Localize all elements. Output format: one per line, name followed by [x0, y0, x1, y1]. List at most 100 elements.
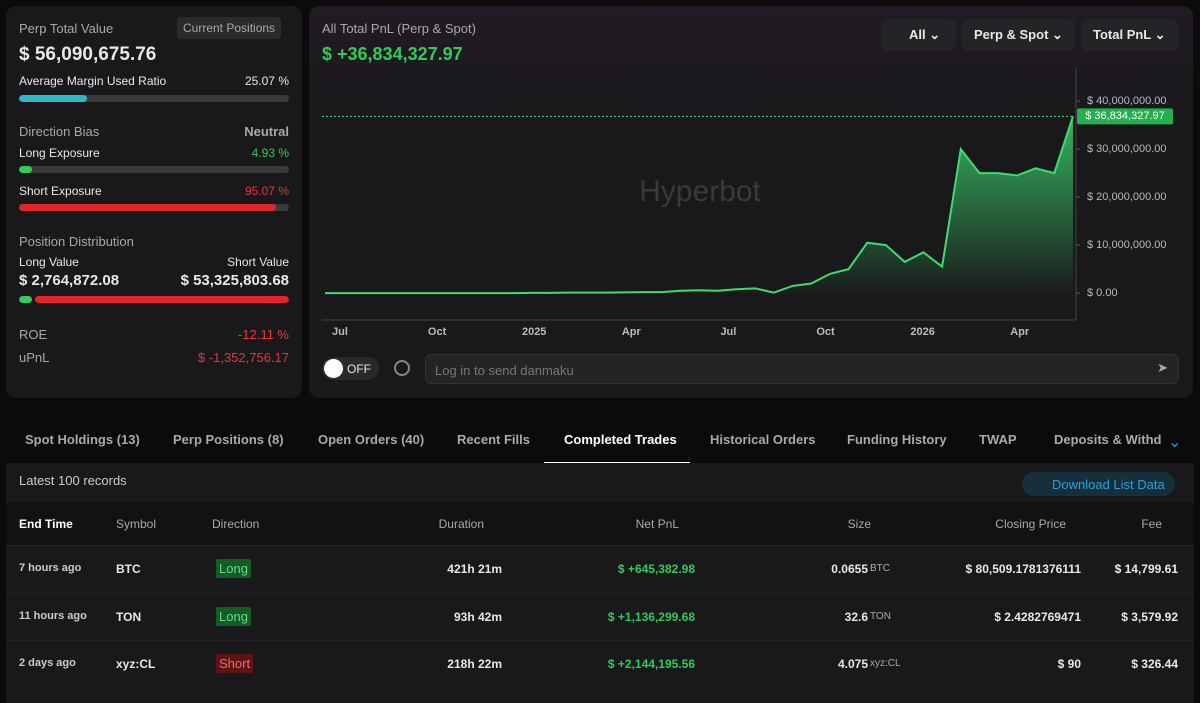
bar-track [19, 166, 289, 173]
row-divider [6, 640, 1194, 641]
closing-price: $ 90 [1057, 657, 1081, 671]
label: Short Exposure [19, 184, 102, 198]
tab[interactable]: Historical Orders [710, 432, 816, 447]
y-tick-label: $ 40,000,000.00 [1087, 95, 1167, 107]
closing-price: $ 80,509.1781376111 [965, 562, 1081, 576]
direction: Long [216, 606, 251, 626]
bar [35, 296, 289, 303]
tab[interactable]: Deposits & Withd [1054, 432, 1162, 447]
direction: Long [216, 559, 251, 578]
end-time: 11 hours ago [19, 609, 87, 622]
dropdown-label: Perp & Spot [974, 27, 1049, 42]
bar [19, 166, 33, 173]
tab[interactable]: Spot Holdings (13) [25, 432, 140, 447]
net-pnl: $ +645,382.98 [617, 562, 695, 576]
column-header[interactable]: Size [847, 517, 871, 531]
range-dropdown[interactable]: All ⌄ [881, 19, 956, 51]
total-value: $ 56,090,675.76 [19, 44, 157, 65]
label: ROE [19, 327, 48, 342]
toggle-knob [324, 359, 343, 378]
metric-dropdown[interactable]: Total PnL ⌄ [1081, 19, 1178, 51]
total-pnl: $ +36,834,327.97 [322, 44, 463, 64]
end-time: 2 days ago [19, 657, 76, 669]
x-tick-label: 2025 [522, 326, 546, 338]
label: uPnL [19, 350, 50, 365]
column-header[interactable]: Fee [1141, 517, 1162, 531]
current-positions-button[interactable]: Current Positions [177, 17, 282, 39]
closing-price: $ 2.4282769471 [994, 609, 1081, 624]
label: Perp Total Value [19, 21, 114, 36]
size: 4.075 [837, 657, 868, 671]
size-unit: xyz:CL [870, 658, 901, 669]
scope-dropdown[interactable]: Perp & Spot ⌄ [962, 19, 1075, 51]
x-tick-label: Oct [816, 326, 835, 338]
x-tick-label: Apr [1010, 326, 1030, 338]
label: Average Margin Used Ratio [19, 74, 167, 88]
direction: Short [216, 654, 254, 673]
more-tabs[interactable]: ⌄ [1168, 434, 1182, 451]
size: 0.0655 [831, 562, 868, 576]
area [325, 116, 1073, 294]
column-header[interactable]: Closing Price [995, 517, 1066, 531]
label: Direction Bias [19, 124, 100, 139]
table-header [6, 503, 1194, 545]
value: $ -1,352,756.17 [197, 350, 289, 365]
size-unit: BTC [870, 563, 890, 574]
bar [19, 296, 33, 303]
table-panel [6, 463, 1194, 703]
danmaku-input[interactable]: Log in to send danmaku ➤ [425, 354, 1179, 384]
net-pnl: $ +1,136,299.68 [607, 609, 695, 624]
column-header[interactable]: Net PnL [635, 517, 679, 531]
fee: $ 14,799.61 [1114, 562, 1178, 576]
net-pnl: $ +2,144,195.56 [607, 657, 695, 671]
tab[interactable]: Open Orders (40) [318, 432, 425, 447]
dropdown-label: All [909, 27, 926, 42]
x-tick-label: Oct [428, 326, 447, 338]
tab[interactable]: Recent Fills [457, 432, 530, 447]
end-time: 7 hours ago [19, 562, 82, 574]
placeholder: Log in to send danmaku [435, 363, 574, 378]
tab[interactable]: TWAP [979, 432, 1017, 447]
page: {"left_panel":{"perp_total_value_label":… [6, 6, 1194, 703]
danmaku-toggle[interactable]: OFF [322, 357, 379, 380]
positions-panel [6, 6, 302, 398]
value-label: $ 36,834,327.97 [1085, 110, 1165, 122]
bar-track [19, 296, 289, 303]
tab[interactable]: Completed Trades [564, 432, 677, 447]
line [325, 116, 1074, 295]
pnl-chart: Hyperbot $ 0.00 $ 10,000,000.00 $ 20,000,0… [322, 68, 1173, 338]
bar [19, 204, 276, 211]
label: Position Distribution [19, 234, 134, 249]
y-tick-label: $ 10,000,000.00 [1087, 239, 1167, 251]
value: $ 2,764,872.08 [19, 272, 120, 289]
symbol: BTC [116, 562, 141, 576]
fee: $ 3,579.92 [1121, 609, 1178, 624]
watermark: Hyperbot [639, 175, 761, 208]
label: Short Value [227, 255, 289, 269]
row-divider [6, 545, 1194, 546]
column-header[interactable]: Direction [212, 517, 260, 531]
bar [19, 95, 87, 102]
column-header[interactable]: Symbol [116, 517, 157, 531]
label: Long Exposure [19, 146, 100, 160]
download-button[interactable]: Download List Data [1022, 472, 1175, 496]
tab[interactable]: Funding History [847, 432, 947, 447]
symbol: xyz:CL [116, 657, 156, 671]
symbol: TON [116, 609, 142, 624]
settings-icon[interactable] [394, 360, 410, 376]
value-label-bg [1077, 108, 1173, 125]
send-icon[interactable]: ➤ [1157, 360, 1168, 375]
column-header[interactable]: Duration [438, 517, 484, 531]
y-tick-label: $ 0.00 [1087, 287, 1118, 299]
size: 32.6 [844, 609, 868, 624]
duration: 218h 22m [447, 657, 502, 671]
row-divider [6, 592, 1194, 594]
x-tick-label: 2026 [910, 326, 934, 338]
y-tick-label: $ 20,000,000.00 [1087, 191, 1167, 203]
duration: 93h 42m [453, 609, 502, 624]
column-header[interactable]: End Time [19, 517, 73, 531]
tab[interactable]: Perp Positions (8) [173, 432, 284, 447]
value: $ 53,325,803.68 [180, 272, 289, 289]
value: 4.93 % [251, 146, 289, 160]
bar-track [19, 204, 289, 211]
